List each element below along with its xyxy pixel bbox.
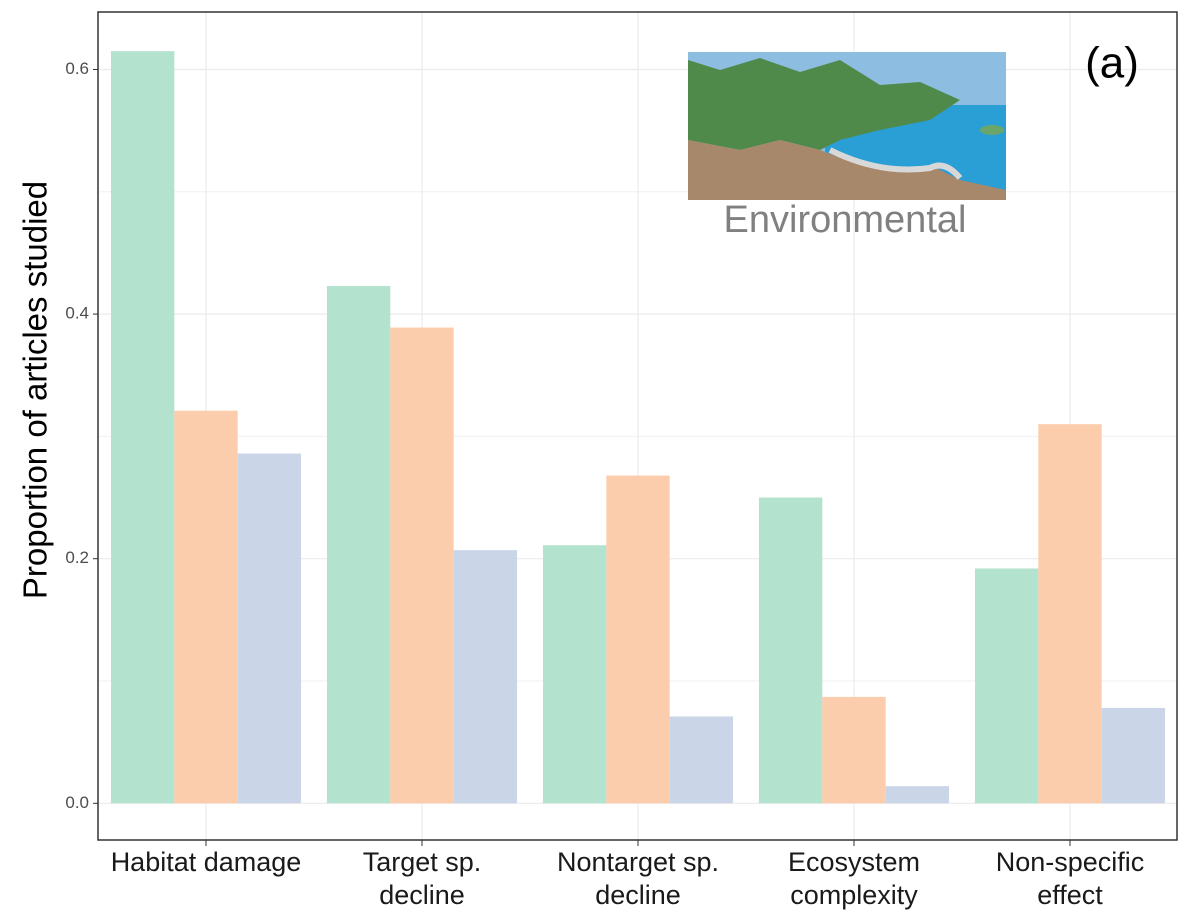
x-tick-label-line: Non-specific: [996, 847, 1145, 877]
bar: [606, 476, 669, 804]
y-tick-label: 0.4: [65, 304, 89, 323]
y-axis-title: Proportion of articles studied: [17, 181, 54, 599]
bar: [238, 454, 301, 804]
x-tick-label-line: decline: [379, 880, 465, 910]
x-tick-label: Nontarget sp.decline: [557, 847, 719, 910]
x-tick-label-line: Ecosystem: [788, 847, 920, 877]
bar: [886, 786, 949, 803]
bar: [111, 51, 174, 803]
panel-label: (a): [1085, 39, 1139, 88]
x-tick-label-line: Habitat damage: [111, 847, 302, 877]
x-tick-label-line: Target sp.: [363, 847, 482, 877]
inset-caption: Environmental: [724, 199, 967, 241]
x-tick-label-line: Nontarget sp.: [557, 847, 719, 877]
x-tick-label: Habitat damage: [111, 847, 302, 877]
bar: [670, 716, 733, 803]
chart: 0.00.20.40.6Habitat damageTarget sp.decl…: [0, 0, 1178, 917]
y-tick-label: 0.0: [65, 793, 89, 812]
x-tick-label-line: effect: [1037, 880, 1103, 910]
inset-island: [980, 125, 1004, 135]
bar: [975, 568, 1038, 803]
bar: [822, 697, 885, 803]
y-tick-label: 0.2: [65, 548, 89, 567]
bar: [454, 550, 517, 803]
x-tick-label-line: decline: [595, 880, 681, 910]
y-tick-label: 0.6: [65, 59, 89, 78]
bar: [543, 545, 606, 803]
bar: [759, 498, 822, 804]
x-tick-label-line: complexity: [790, 880, 918, 910]
bar: [174, 411, 237, 804]
inset-illustration: [688, 52, 1006, 200]
bar: [327, 286, 390, 803]
x-tick-label: Target sp.decline: [363, 847, 482, 910]
bar: [390, 328, 453, 804]
bar: [1038, 424, 1101, 803]
bar: [1102, 708, 1165, 803]
